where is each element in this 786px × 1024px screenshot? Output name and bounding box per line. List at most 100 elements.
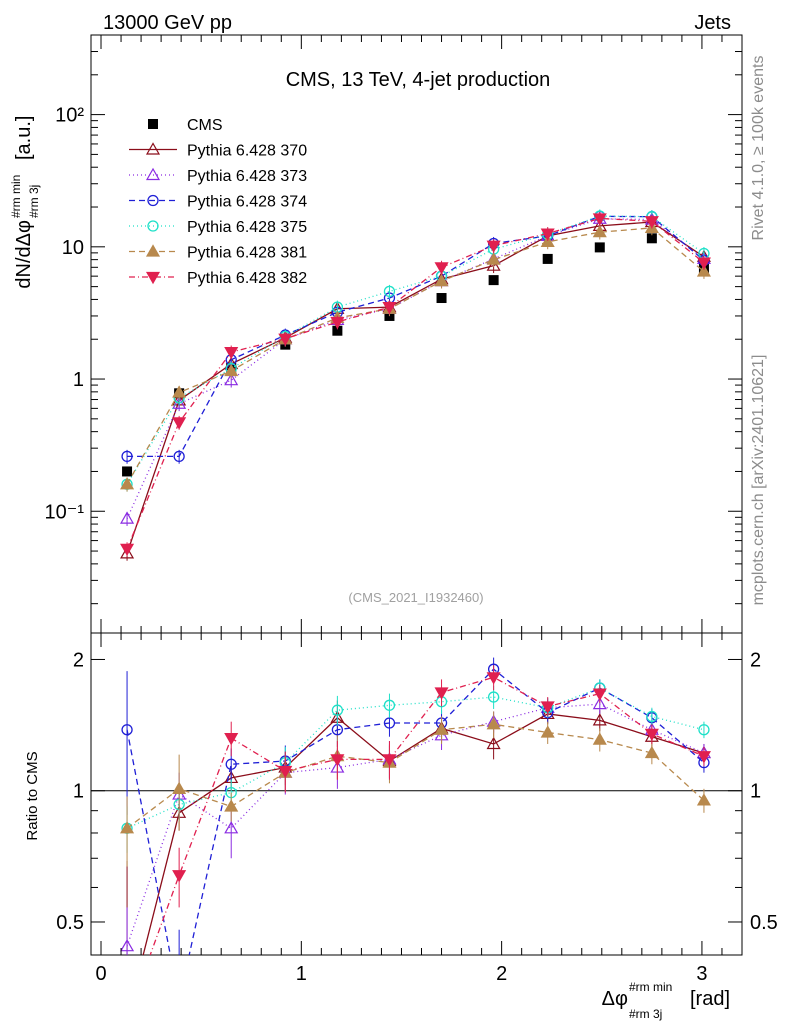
series-point-ratio (486, 672, 501, 685)
y-tick-label: 10 (62, 237, 84, 259)
legend-marker (145, 142, 161, 155)
ratio-ylabel: Ratio to CMS (24, 751, 41, 840)
series-point-main (592, 224, 607, 238)
series-point-main (592, 213, 607, 226)
series-point-main (486, 252, 501, 265)
x-tick-label: 2 (496, 963, 507, 985)
legend-label: Pythia 6.428 382 (187, 270, 307, 287)
chart-title: CMS, 13 TeV, 4-jet production (286, 69, 551, 91)
header-left: 13000 GeV pp (103, 12, 232, 34)
x-tick-label: 3 (696, 963, 707, 985)
series-point-main (120, 543, 135, 557)
series-line-ratio (149, 676, 705, 955)
series-point-ratio (644, 728, 659, 742)
series-point-ratio (646, 710, 658, 723)
series-point-main (278, 333, 293, 346)
x-label-sub: #rm 3j (629, 1007, 662, 1021)
series-point-ratio (172, 781, 187, 794)
series-point-ratio (382, 754, 397, 767)
ratio-tick-label-right: 1 (750, 781, 761, 803)
legend-label: Pythia 6.428 375 (187, 219, 307, 236)
cms-data-point (594, 242, 605, 253)
series-point-main (382, 302, 397, 315)
cms-data-point (488, 275, 499, 286)
y-tick-label: 10⁻¹ (45, 501, 85, 523)
series-point-ratio (698, 724, 710, 736)
ratio-tick-label-right: 2 (750, 649, 761, 671)
series-point-main (172, 396, 187, 409)
series-point-ratio (330, 754, 345, 767)
series-line-ratio (126, 723, 705, 829)
series-line-ratio (126, 668, 705, 955)
cms-data-point (436, 293, 447, 304)
series-point-ratio (331, 704, 344, 716)
legend-marker (145, 271, 161, 285)
ratio-tick-label-left: 1 (73, 781, 84, 803)
y-axis-label: dN/dΔφ #rm min #rm 3j [a.u.] (9, 116, 41, 289)
series-point-main (383, 285, 396, 298)
cms-data-point (542, 253, 553, 264)
series-point-ratio (224, 821, 239, 834)
cms-data-point (122, 466, 133, 477)
series-point-ratio (592, 696, 607, 710)
series-line-ratio (126, 687, 705, 829)
series-point-ratio (172, 870, 187, 883)
x-label-sup: #rm min (629, 980, 672, 994)
y-label-sup: #rm min (9, 175, 23, 218)
series-point-ratio (120, 821, 135, 834)
y-label-unit: [a.u.] (13, 116, 35, 160)
legend-label: Pythia 6.428 381 (187, 245, 307, 262)
series-point-main (173, 450, 185, 463)
series-point-ratio (383, 717, 396, 729)
series-line-main (126, 227, 705, 485)
ratio-tick-label-left: 2 (73, 649, 84, 671)
legend-label: Pythia 6.428 374 (187, 194, 307, 211)
series-point-main (330, 316, 345, 330)
y-tick-label: 1 (73, 369, 84, 391)
header-right: Jets (694, 12, 731, 34)
series-point-ratio (224, 799, 239, 812)
series-line-main (126, 218, 705, 519)
rivet-label: Rivet 4.1.0, ≥ 100k events (750, 56, 767, 241)
series-point-ratio (644, 745, 659, 759)
analysis-tag: (CMS_2021_I1932460) (348, 590, 483, 605)
legend-marker (147, 194, 159, 207)
legend-marker-cms (148, 119, 158, 129)
series-point-ratio (486, 736, 501, 750)
mcplots-label: mcplots.cern.ch [arXiv:2401.10621] (750, 355, 767, 606)
x-tick-label: 0 (95, 963, 106, 985)
series-point-ratio (592, 688, 607, 701)
series-point-ratio (434, 687, 449, 700)
x-axis-label: Δφ #rm min #rm 3j [rad] (602, 980, 730, 1021)
series-point-ratio (225, 758, 237, 770)
series-point-main (120, 546, 135, 559)
series-point-ratio (383, 699, 396, 711)
series-line-main (126, 217, 705, 550)
x-label-main: Δφ (602, 988, 628, 1010)
ratio-tick-label-right: 0.5 (750, 912, 778, 934)
y-tick-label: 10² (55, 105, 84, 127)
ratio-tick-label-left: 0.5 (56, 912, 84, 934)
series-point-main (486, 240, 501, 253)
series-line-ratio (126, 703, 705, 947)
series-point-main (540, 228, 555, 241)
series-point-main (434, 262, 449, 275)
legend-label: Pythia 6.428 370 (187, 143, 307, 160)
series-point-main (540, 234, 555, 247)
series-point-ratio (696, 751, 711, 764)
series-point-main (172, 417, 187, 430)
series-point-ratio (487, 691, 500, 703)
series-point-main (696, 264, 711, 277)
legend-marker (147, 220, 159, 232)
series-point-ratio (696, 793, 711, 806)
series-point-main (120, 477, 135, 490)
series-point-ratio (224, 733, 239, 746)
legend-label: Pythia 6.428 373 (187, 168, 307, 185)
series-point-main (434, 273, 449, 287)
cms-data-point (646, 233, 657, 244)
series-point-main (224, 346, 239, 360)
series-point-main (224, 363, 239, 377)
series-point-ratio (278, 765, 293, 779)
series-point-main (224, 372, 239, 386)
